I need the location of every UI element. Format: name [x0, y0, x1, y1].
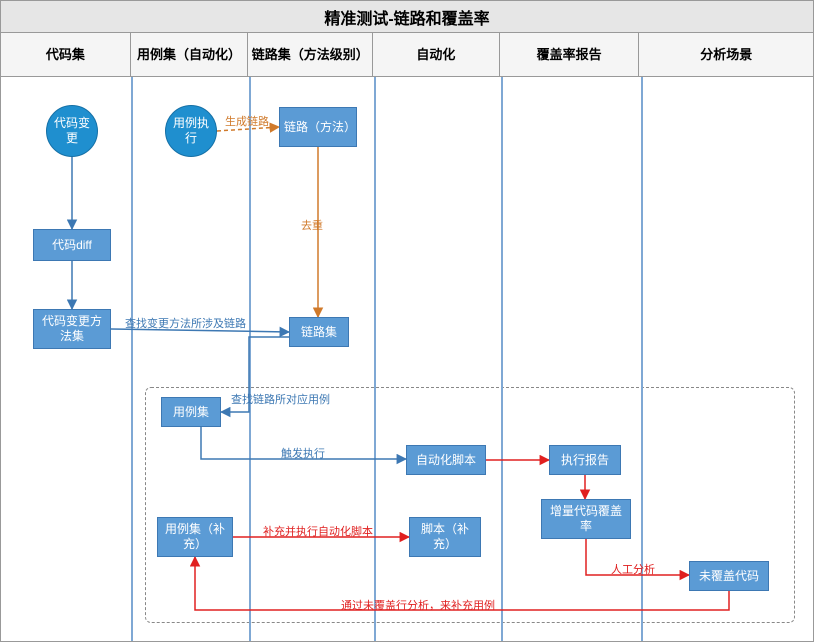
- edge-label: 通过未覆盖行分析，来补充用例: [341, 597, 495, 613]
- node-code_method: 代码变更方法集: [33, 309, 111, 349]
- title-text: 精准测试-链路和覆盖率: [324, 5, 489, 29]
- node-chain_method: 链路（方法）: [279, 107, 357, 147]
- lane-header-lane-case: 用例集（自动化）: [131, 33, 249, 76]
- node-case_set_sup: 用例集（补充）: [157, 517, 233, 557]
- edge-label: 查找链路所对应用例: [231, 391, 330, 407]
- node-case_exec: 用例执行: [165, 105, 217, 157]
- lane-header-lane-cov: 覆盖率报告: [500, 33, 640, 76]
- node-inc_coverage: 增量代码覆盖率: [541, 499, 631, 539]
- node-code_diff: 代码diff: [33, 229, 111, 261]
- node-exec_report: 执行报告: [549, 445, 621, 475]
- edge-label: 人工分析: [611, 561, 655, 577]
- lane-header-lane-chain: 链路集（方法级别）: [248, 33, 373, 76]
- node-uncovered_code: 未覆盖代码: [689, 561, 769, 591]
- edge-label: 触发执行: [281, 445, 325, 461]
- node-script_sup: 脚本（补充）: [409, 517, 481, 557]
- edge-label: 生成链路: [225, 113, 269, 129]
- edge-label: 补充并执行自动化脚本: [263, 523, 373, 539]
- node-code_change: 代码变更: [46, 105, 98, 157]
- node-case_set: 用例集: [161, 397, 221, 427]
- lane-header-lane-code: 代码集: [1, 33, 131, 76]
- lane-header-lane-analyze: 分析场景: [639, 33, 813, 76]
- diagram-root: 精准测试-链路和覆盖率 代码集用例集（自动化）链路集（方法级别）自动化覆盖率报告…: [0, 0, 814, 642]
- edge-label: 查找变更方法所涉及链路: [125, 315, 246, 331]
- node-chain_set: 链路集: [289, 317, 349, 347]
- diagram-canvas: 代码变更代码diff 代码变更方法集 用例执行用例集用例集（补充） 链路（方法） 链路集…: [1, 77, 813, 643]
- edge-label: 去重: [301, 217, 323, 233]
- lane-header-row: 代码集用例集（自动化）链路集（方法级别）自动化覆盖率报告分析场景: [1, 33, 813, 77]
- edges-layer: [1, 77, 813, 643]
- node-auto_script: 自动化脚本: [406, 445, 486, 475]
- lane-header-lane-auto: 自动化: [373, 33, 500, 76]
- diagram-title: 精准测试-链路和覆盖率: [1, 1, 813, 33]
